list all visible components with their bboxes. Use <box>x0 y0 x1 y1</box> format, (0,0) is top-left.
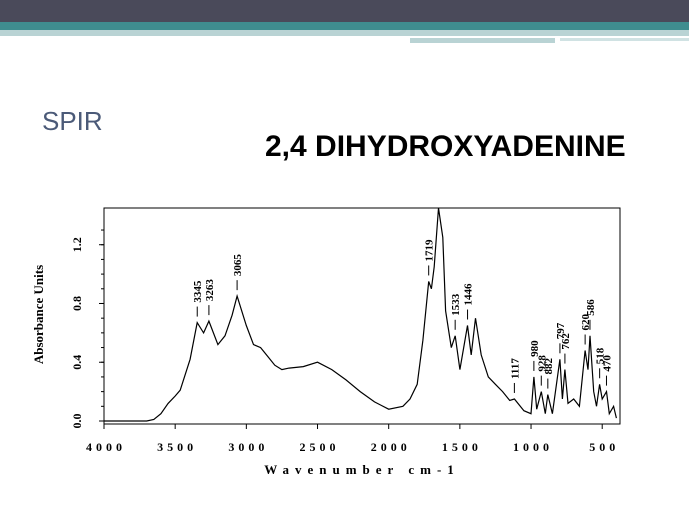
accent-stripe <box>410 38 555 43</box>
y-tick-label: 0.4 <box>70 355 84 370</box>
x-tick-label: 1000 <box>513 440 553 454</box>
slide-title: SPIR <box>42 106 103 136</box>
peak-label: 620 <box>580 313 592 330</box>
x-tick-label: 500 <box>589 440 619 454</box>
plot-frame <box>103 207 621 425</box>
x-tick-label: 3500 <box>157 440 197 454</box>
y-axis-label: Absorbance Units <box>31 265 46 364</box>
peak-label: 980 <box>529 340 541 357</box>
peak-label: 1533 <box>450 293 462 316</box>
x-tick-label: 3000 <box>228 440 268 454</box>
peak-label: 518 <box>595 347 607 364</box>
peak-label: 1446 <box>463 283 475 306</box>
peak-label: 3263 <box>204 279 216 302</box>
peak-label: 928 <box>536 355 548 372</box>
x-tick-label: 2500 <box>300 440 340 454</box>
peak-label: 1719 <box>424 239 436 262</box>
accent-stripe <box>560 38 689 41</box>
spectrum-line <box>104 207 617 422</box>
peak-label: 797 <box>555 322 567 339</box>
x-tick-label: 4000 <box>86 440 126 454</box>
y-tick-label: 0.8 <box>70 296 84 311</box>
y-tick-label: 0.0 <box>70 414 84 429</box>
peak-label: 882 <box>543 358 555 375</box>
teal-stripe <box>0 22 689 30</box>
peak-label: 3065 <box>232 254 244 277</box>
chart-title: 2,4 DIHYDROXYADENINE <box>265 130 626 163</box>
y-tick-label: 1.2 <box>70 237 84 252</box>
x-tick-label: 2000 <box>371 440 411 454</box>
peak-label: 1117 <box>509 358 521 379</box>
peak-label: 586 <box>585 299 597 316</box>
x-tick-label: 1500 <box>442 440 482 454</box>
light-stripe <box>0 30 689 36</box>
x-axis-label: Wavenumber cm-1 <box>264 462 460 477</box>
top-bar <box>0 0 689 22</box>
peak-label: 762 <box>560 333 572 350</box>
peak-label: 3345 <box>192 280 204 303</box>
peak-label: 470 <box>601 355 613 372</box>
